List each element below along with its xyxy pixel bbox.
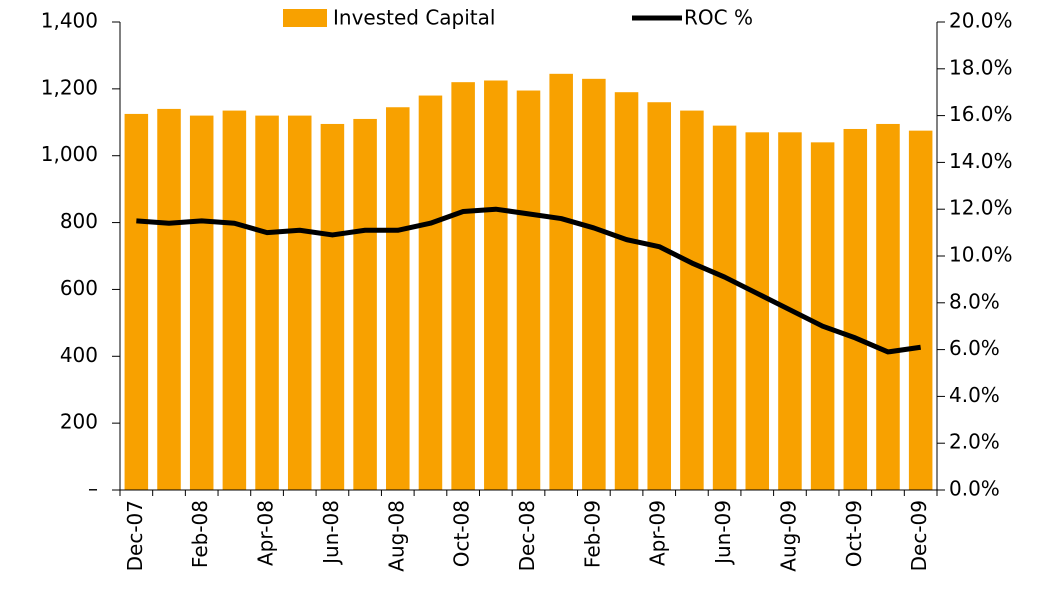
bar bbox=[843, 128, 868, 490]
x-tick-label: Apr-09 bbox=[646, 500, 670, 566]
y2-tick-label: 10.0% bbox=[949, 243, 1013, 267]
y-tick-label: 1,400 bbox=[41, 9, 98, 33]
x-tick-label: Dec-07 bbox=[123, 500, 147, 571]
bar bbox=[320, 123, 345, 490]
bar bbox=[647, 102, 671, 490]
bar bbox=[908, 130, 933, 490]
x-tick-label: Feb-08 bbox=[188, 500, 212, 568]
y-tick-label: 1,000 bbox=[41, 142, 98, 166]
bar bbox=[876, 123, 900, 490]
x-tick-label: Dec-09 bbox=[907, 500, 931, 571]
x-tick-label: Aug-08 bbox=[384, 500, 408, 572]
x-tick-label: Oct-08 bbox=[450, 500, 474, 567]
bar bbox=[810, 142, 835, 491]
bar bbox=[484, 80, 508, 490]
bar bbox=[418, 95, 443, 491]
line bbox=[136, 206, 922, 355]
bar bbox=[680, 110, 704, 490]
y-tick-label: 800 bbox=[60, 209, 98, 233]
bar bbox=[516, 90, 541, 491]
y2-tick-label: 2.0% bbox=[949, 430, 1000, 454]
x-tick-label: Dec-08 bbox=[515, 500, 539, 571]
y-tick-label: – bbox=[88, 477, 98, 501]
y2-tick-label: 8.0% bbox=[949, 289, 1000, 313]
x-tick-label: Feb-09 bbox=[580, 500, 604, 568]
y-tick-label: 600 bbox=[60, 276, 98, 300]
y2-tick-label: 0.0% bbox=[949, 477, 1000, 501]
bar bbox=[549, 73, 573, 491]
x-tick-label: Jun-08 bbox=[319, 500, 343, 566]
bar bbox=[189, 115, 214, 490]
x-tick-label: Apr-08 bbox=[254, 500, 278, 566]
bar bbox=[222, 110, 247, 490]
y2-tick-label: 14.0% bbox=[949, 149, 1013, 173]
y-tick-label: 200 bbox=[60, 410, 98, 434]
bar bbox=[582, 78, 606, 490]
bar bbox=[451, 82, 475, 491]
bar bbox=[745, 132, 770, 491]
legend-swatch bbox=[283, 9, 327, 27]
bar bbox=[614, 92, 639, 490]
bar bbox=[712, 125, 737, 490]
x-tick-label: Oct-09 bbox=[842, 500, 866, 567]
y2-tick-label: 12.0% bbox=[949, 196, 1013, 220]
legend-label: Invested Capital bbox=[333, 6, 495, 30]
bar bbox=[386, 107, 410, 490]
bar bbox=[255, 115, 279, 490]
y2-tick-label: 4.0% bbox=[949, 383, 1000, 407]
y2-tick-label: 16.0% bbox=[949, 102, 1013, 126]
bar bbox=[124, 113, 149, 490]
bar bbox=[157, 108, 181, 491]
y-tick-label: 400 bbox=[60, 343, 98, 367]
bar bbox=[353, 118, 377, 490]
legend-label: ROC % bbox=[684, 6, 753, 30]
x-tick-label: Aug-09 bbox=[776, 500, 800, 572]
x-tick-label: Jun-09 bbox=[711, 500, 735, 566]
y2-tick-label: 20.0% bbox=[949, 9, 1013, 33]
y2-tick-label: 6.0% bbox=[949, 336, 1000, 360]
y-tick-label: 1,200 bbox=[41, 75, 98, 99]
bar bbox=[287, 115, 312, 490]
y2-tick-label: 18.0% bbox=[949, 55, 1013, 79]
